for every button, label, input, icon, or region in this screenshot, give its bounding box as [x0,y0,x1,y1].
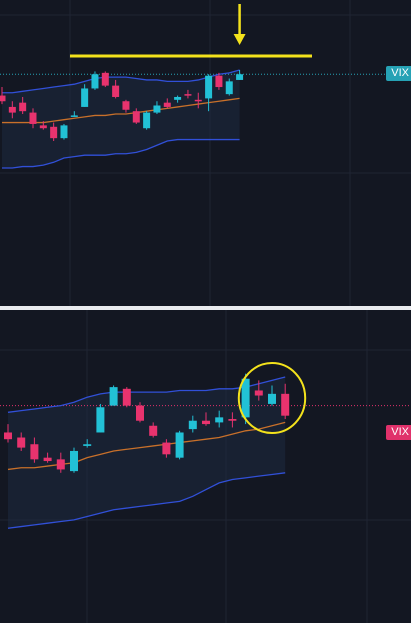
candle-body [174,97,181,100]
candle-body [226,81,233,94]
candle-body [136,406,144,421]
candle-body [242,379,250,418]
candle-body [83,444,91,446]
candle-body [228,419,236,421]
candle-body [205,76,212,99]
candle-body [153,106,160,113]
candle-body [29,113,36,124]
candle-body [96,407,104,432]
candle-body [255,390,263,395]
chart-top-svg [0,0,411,306]
candle-body [112,86,119,97]
candle-body [9,107,16,113]
candle-body [50,127,57,138]
candle-body [91,74,98,88]
candle-body [202,421,210,424]
candle-body [184,94,191,96]
chart-bottom-svg [0,310,411,623]
candle-body [0,96,6,102]
candle-body [195,100,202,102]
price-tag-top: VIX [386,66,411,81]
candle-body [122,101,129,110]
candle-body [40,125,47,128]
candle-body [110,387,118,405]
candle-body [268,394,276,404]
candle-body [4,432,12,439]
candle-body [281,394,289,416]
chart-bottom [0,310,411,623]
candle-body [133,111,140,122]
candle-body [71,115,78,117]
candle-body [81,88,88,106]
price-tag-bottom: VIX [386,425,411,440]
chart-top [0,0,411,306]
candle-body [215,76,222,87]
candle-body [164,103,171,107]
candle-body [176,432,184,457]
candle-body [236,74,243,80]
candle-body [44,458,52,461]
candle-body [17,438,25,448]
candle-body [189,421,197,429]
candle-body [143,113,150,129]
candle-body [60,125,67,138]
candle-body [123,389,131,406]
candle-body [30,444,38,459]
candle-body [149,426,157,436]
candle-body [102,73,109,86]
candle-body [70,451,78,471]
candle-body [57,459,65,469]
arrow-head-icon [234,34,246,45]
candle-body [215,417,223,422]
candle-body [162,443,170,455]
candle-body [19,103,26,112]
